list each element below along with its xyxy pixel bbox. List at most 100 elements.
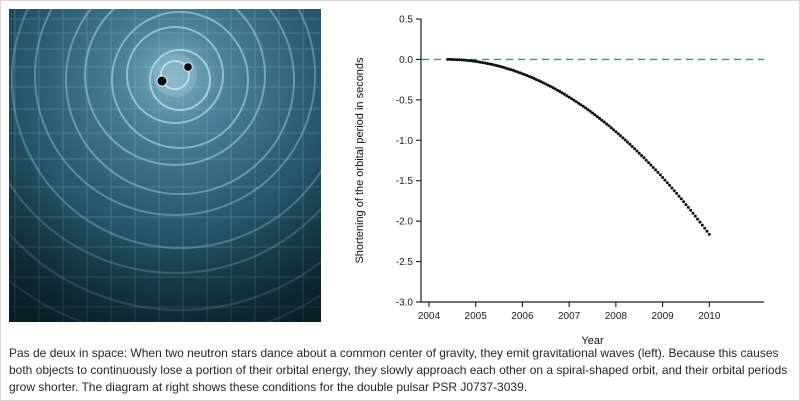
data-point bbox=[518, 71, 522, 75]
y-axis-title: Shortening of the orbital period in seco… bbox=[354, 57, 366, 264]
y-tick-label: -1.5 bbox=[396, 176, 414, 187]
data-point bbox=[663, 178, 667, 182]
data-point bbox=[672, 189, 676, 193]
data-point bbox=[530, 76, 534, 79]
data-point bbox=[693, 214, 697, 218]
data-point bbox=[446, 57, 450, 61]
data-point bbox=[471, 59, 475, 63]
data-point bbox=[488, 62, 492, 66]
data-point bbox=[490, 62, 494, 66]
data-point bbox=[584, 106, 587, 110]
data-point bbox=[595, 115, 599, 119]
data-point bbox=[525, 74, 529, 77]
data-point bbox=[579, 103, 583, 107]
data-point bbox=[700, 223, 704, 227]
data-point bbox=[485, 62, 489, 65]
data-point bbox=[520, 72, 524, 76]
data-point bbox=[609, 126, 613, 130]
data-points bbox=[446, 57, 711, 236]
x-tick-label: 2009 bbox=[651, 311, 674, 322]
data-point bbox=[476, 60, 480, 64]
data-point bbox=[537, 79, 541, 83]
data-point bbox=[513, 69, 517, 73]
data-point bbox=[523, 73, 527, 77]
data-point bbox=[679, 197, 683, 201]
data-point bbox=[502, 65, 506, 69]
data-point bbox=[670, 186, 674, 190]
data-point bbox=[497, 64, 501, 68]
data-point bbox=[481, 61, 485, 65]
data-point bbox=[698, 220, 702, 224]
data-point bbox=[478, 60, 482, 64]
data-point bbox=[457, 58, 461, 62]
data-point bbox=[705, 229, 709, 233]
data-point bbox=[450, 58, 454, 61]
data-point bbox=[455, 58, 459, 62]
data-point bbox=[577, 101, 580, 105]
data-point bbox=[546, 83, 550, 87]
data-point bbox=[644, 158, 648, 162]
data-point bbox=[707, 232, 711, 236]
data-point bbox=[684, 203, 688, 207]
data-point bbox=[635, 149, 639, 153]
data-point bbox=[567, 95, 571, 99]
data-point bbox=[640, 154, 644, 157]
x-tick-label: 2008 bbox=[605, 311, 628, 322]
x-tick-label: 2010 bbox=[698, 311, 721, 322]
data-point bbox=[506, 67, 510, 71]
data-point bbox=[654, 168, 658, 172]
data-point bbox=[619, 134, 622, 138]
x-tick-label: 2004 bbox=[418, 311, 441, 322]
data-point bbox=[696, 217, 700, 221]
data-point bbox=[621, 136, 625, 140]
data-point bbox=[675, 191, 679, 195]
data-point bbox=[586, 108, 590, 112]
data-point bbox=[509, 68, 513, 72]
data-point bbox=[467, 59, 471, 63]
vignette-overlay bbox=[9, 9, 321, 322]
y-tick-label: -1.0 bbox=[396, 136, 414, 147]
data-point bbox=[544, 82, 548, 86]
data-point bbox=[628, 142, 632, 146]
data-point bbox=[492, 63, 496, 67]
data-point bbox=[483, 61, 487, 65]
data-point bbox=[614, 130, 618, 134]
data-point bbox=[534, 78, 538, 82]
data-point bbox=[591, 111, 594, 115]
figure-caption: Pas de deux in space: When two neutron s… bbox=[9, 346, 788, 394]
data-point bbox=[616, 132, 620, 136]
y-tick-label: -3.0 bbox=[396, 298, 414, 309]
data-point bbox=[462, 58, 466, 62]
data-point bbox=[593, 113, 597, 117]
data-point bbox=[689, 208, 693, 212]
data-point bbox=[677, 194, 681, 198]
x-tick-label: 2007 bbox=[558, 311, 581, 322]
data-point bbox=[495, 64, 499, 68]
data-point bbox=[469, 59, 473, 63]
data-point bbox=[651, 166, 655, 169]
data-point bbox=[665, 181, 669, 185]
data-point bbox=[551, 86, 555, 90]
data-point bbox=[668, 183, 672, 187]
data-point bbox=[565, 94, 569, 98]
data-point bbox=[464, 58, 468, 62]
y-tick-label: -2.0 bbox=[396, 217, 414, 228]
data-point bbox=[541, 81, 545, 85]
data-point bbox=[633, 147, 637, 151]
data-point bbox=[570, 97, 573, 101]
orbital-period-chart: 0.5 0.0 -0.5 -1.0 -1.5 -2.0 -2.5 -3.0 2004 2005 20… bbox=[349, 5, 779, 351]
data-point bbox=[511, 68, 515, 72]
gravitational-wave-illustration bbox=[0, 0, 482, 382]
data-point bbox=[560, 91, 564, 95]
x-tick-label: 2006 bbox=[511, 311, 534, 322]
data-point bbox=[574, 100, 578, 104]
data-point bbox=[649, 163, 653, 167]
y-tick-label: 0.5 bbox=[399, 15, 413, 26]
data-point bbox=[703, 226, 707, 230]
x-axis-title: Year bbox=[581, 335, 604, 347]
data-point bbox=[602, 120, 606, 124]
data-point bbox=[588, 109, 592, 113]
data-point bbox=[600, 118, 604, 122]
x-tick-label: 2005 bbox=[465, 311, 488, 322]
